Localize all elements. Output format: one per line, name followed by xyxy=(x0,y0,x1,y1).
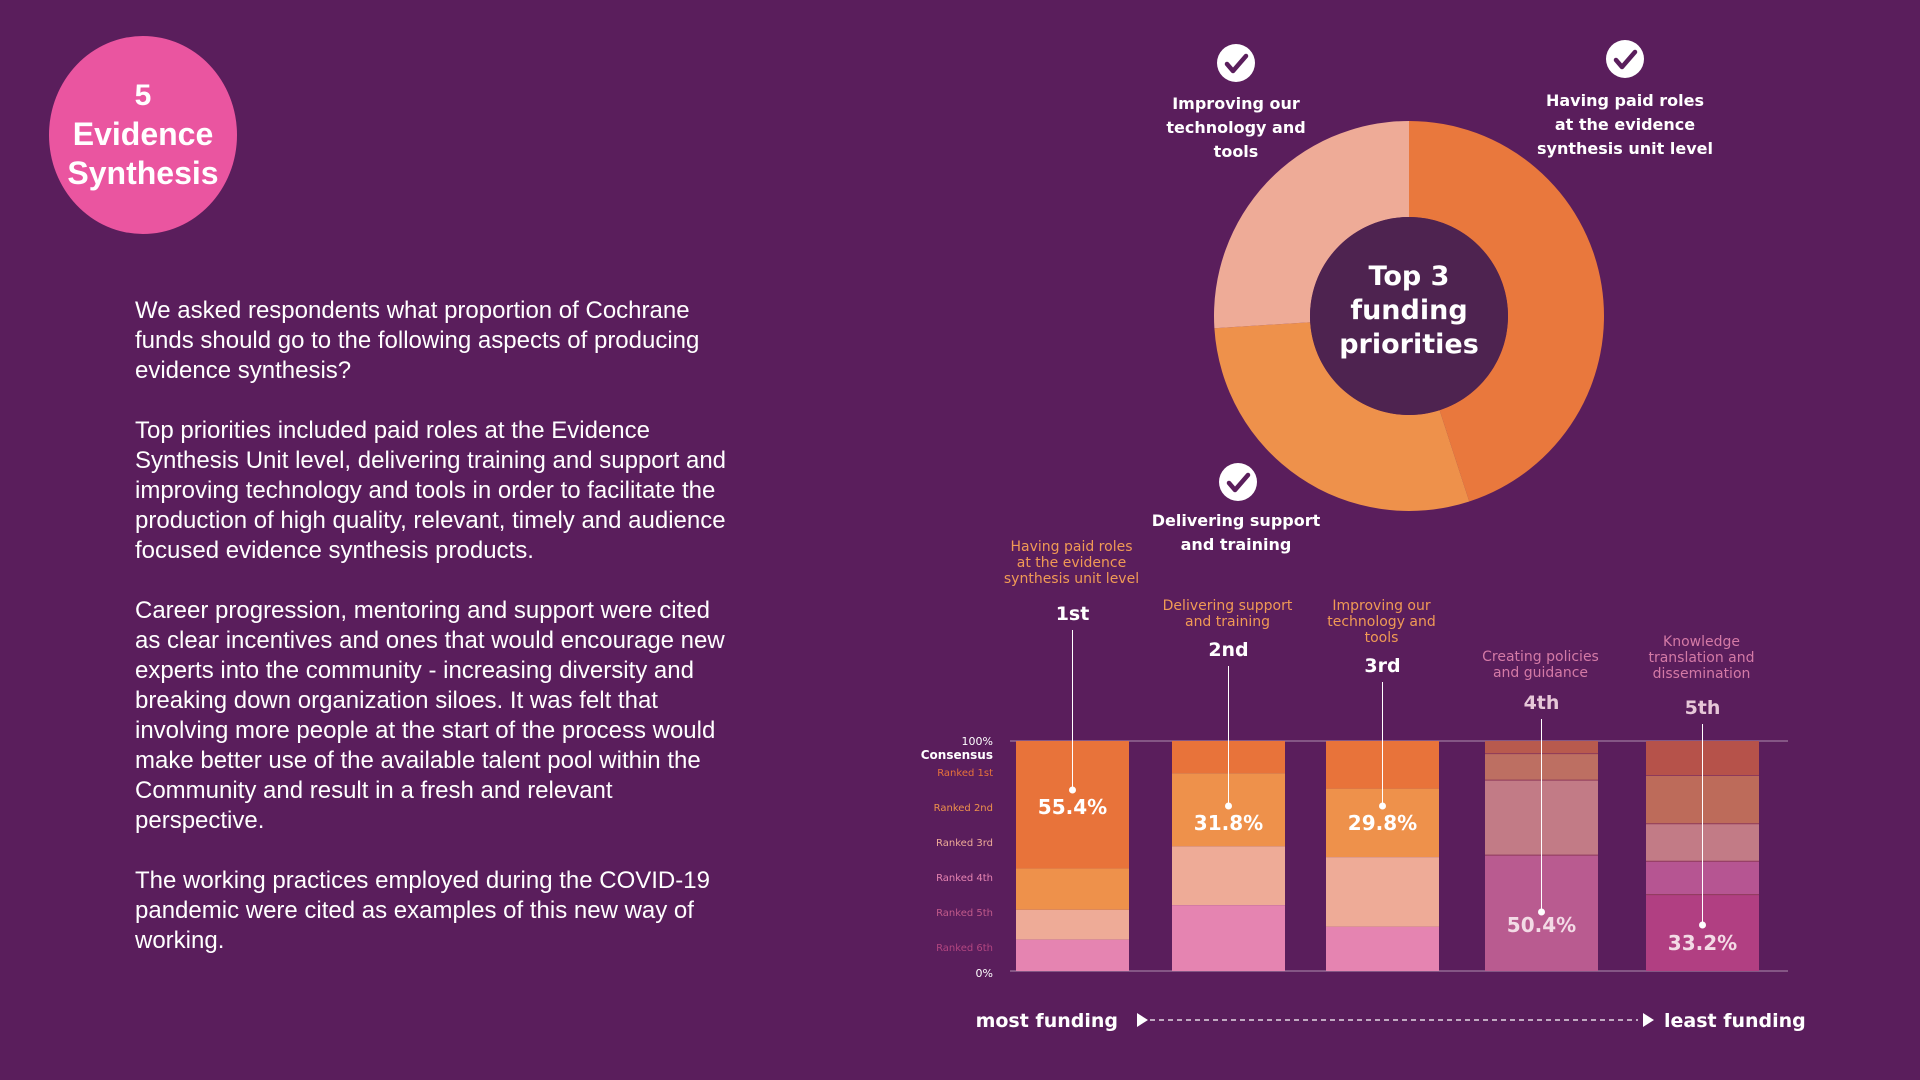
donut-slice-3 xyxy=(1214,121,1409,329)
bar-3-leader-dot xyxy=(1379,802,1386,810)
bar-5-category-line-2: translation and xyxy=(1648,650,1754,666)
bar-3-segment-4 xyxy=(1326,926,1439,971)
donut-label-3-line-3: tools xyxy=(1214,142,1259,161)
bar-4-value-label: 50.4% xyxy=(1507,913,1576,937)
donut-label-1-line-1: Having paid roles xyxy=(1546,91,1704,110)
donut-slice-1 xyxy=(1409,121,1605,502)
bar-4-category-line-1: Creating policies xyxy=(1482,649,1599,665)
start-arrow-icon xyxy=(1137,1013,1148,1027)
section-badge: 5 Evidence Synthesis xyxy=(49,36,237,234)
end-arrow-icon xyxy=(1643,1013,1654,1027)
bar-2-segment-3 xyxy=(1172,846,1285,906)
bar-1-category-line-3: synthesis unit level xyxy=(1004,571,1139,587)
check-icon-3-circle xyxy=(1217,44,1255,82)
check-icon-1-circle xyxy=(1606,40,1644,78)
rank-legend-4: Ranked 4th xyxy=(936,873,993,884)
funding-direction-axis: most funding least funding xyxy=(976,1010,1806,1032)
least-funding-label: least funding xyxy=(1664,1010,1806,1032)
bar-1-leader-dot xyxy=(1069,786,1076,794)
paragraph-working-practices: The working practices employed during th… xyxy=(135,867,710,954)
y-axis-label: Consensus xyxy=(921,748,993,762)
bar-3-rank: 3rd xyxy=(1364,655,1400,677)
rank-legend-6: Ranked 6th xyxy=(936,943,993,954)
rank-legend-2: Ranked 2nd xyxy=(934,803,993,814)
bar-3-segment-3 xyxy=(1326,857,1439,927)
check-icon-2 xyxy=(1219,463,1257,501)
check-icon-3-mark xyxy=(1224,53,1249,74)
donut-label-3-line-2: technology and xyxy=(1166,118,1305,137)
section-title-line-2: Synthesis xyxy=(67,155,219,191)
bar-3-category-line-1: Improving our xyxy=(1332,598,1430,614)
check-icon-1 xyxy=(1606,40,1644,78)
rank-legend-3: Ranked 3rd xyxy=(936,838,993,849)
bar-5-value-label: 33.2% xyxy=(1668,931,1737,955)
rank-legend-1: Ranked 1st xyxy=(937,768,993,779)
bar-2-category-line-2: and training xyxy=(1185,614,1270,630)
donut-slice-2 xyxy=(1214,322,1470,512)
bar-1-segment-2 xyxy=(1016,868,1129,910)
check-icon-2-circle xyxy=(1219,463,1257,501)
bar-4-category-line-2: and guidance xyxy=(1493,665,1588,681)
bar-4-leader-dot xyxy=(1538,908,1545,916)
section-title-line-1: Evidence xyxy=(72,116,214,152)
bar-1-rank: 1st xyxy=(1056,603,1090,625)
bar-2-category-line-1: Delivering support xyxy=(1163,598,1293,614)
bar-4-rank: 4th xyxy=(1524,692,1560,714)
check-icon-1-mark xyxy=(1613,49,1638,70)
bar-2-leader-dot xyxy=(1225,802,1232,810)
stacked-bar-2 xyxy=(1172,741,1285,971)
donut-label-1-line-3: synthesis unit level xyxy=(1537,139,1713,158)
bar-1-category-line-1: Having paid roles xyxy=(1011,539,1133,555)
bar-5-leader-dot xyxy=(1699,921,1706,929)
paragraph-question: We asked respondents what proportion of … xyxy=(135,297,700,384)
donut-label-1-line-2: at the evidence xyxy=(1555,115,1695,134)
bar-2-rank: 2nd xyxy=(1208,639,1248,661)
stacked-bar-1 xyxy=(1016,741,1129,971)
section-number: 5 xyxy=(134,79,152,112)
check-icon-3 xyxy=(1217,44,1255,82)
bar-1-category-line-2: at the evidence xyxy=(1017,555,1126,571)
bar-3-category-line-2: technology and xyxy=(1327,614,1436,630)
bar-2-value-label: 31.8% xyxy=(1194,811,1263,835)
bar-1-segment-3 xyxy=(1016,909,1129,940)
bar-2-segment-4 xyxy=(1172,905,1285,971)
y-tick-100: 100% xyxy=(962,735,993,748)
paragraph-career-progression: Career progression, mentoring and suppor… xyxy=(135,597,725,834)
body-text: We asked respondents what proportion of … xyxy=(135,296,735,986)
bar-1-value-label: 55.4% xyxy=(1038,795,1107,819)
bar-5-category-line-3: dissemination xyxy=(1653,666,1751,682)
donut-center-title-line-1: Top 3 xyxy=(1369,261,1450,292)
rank-legend-5: Ranked 5th xyxy=(936,908,993,919)
check-icon-2-mark xyxy=(1226,472,1251,493)
bar-5-category-line-1: Knowledge xyxy=(1663,634,1740,650)
bar-3-value-label: 29.8% xyxy=(1348,811,1417,835)
donut-center-title-line-2: funding xyxy=(1350,295,1467,326)
donut-center xyxy=(1310,217,1508,415)
donut-center-title-line-3: priorities xyxy=(1339,329,1479,360)
most-funding-label: most funding xyxy=(976,1010,1118,1032)
bar-1-segment-4 xyxy=(1016,939,1129,971)
bar-3-category-line-3: tools xyxy=(1365,630,1399,646)
donut-label-2-line-1: Delivering support xyxy=(1152,511,1321,530)
y-tick-0: 0% xyxy=(976,967,993,980)
bar-5-rank: 5th xyxy=(1685,697,1721,719)
donut-label-3-line-1: Improving our xyxy=(1172,94,1300,113)
donut-label-2-line-2: and training xyxy=(1181,535,1292,554)
paragraph-top-priorities: Top priorities included paid roles at th… xyxy=(135,417,727,564)
